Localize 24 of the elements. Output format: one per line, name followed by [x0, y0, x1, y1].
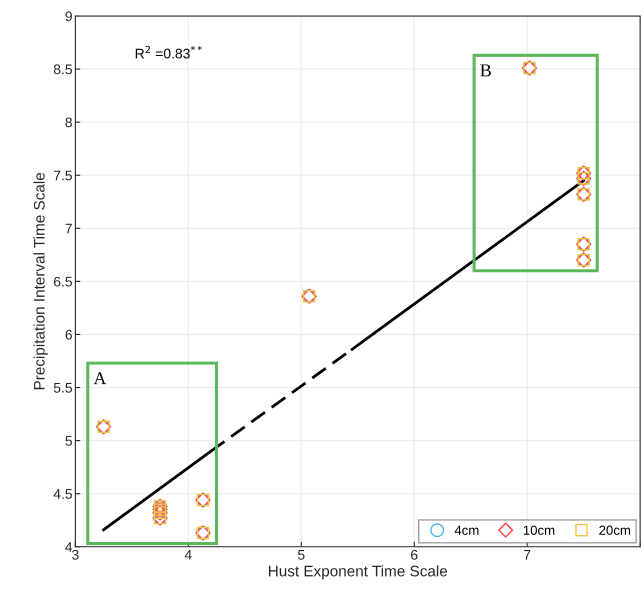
legend-label: 20cm	[599, 526, 630, 535]
y-tick-label: 6	[66, 330, 72, 340]
y-axis-title: Precipitation Interval Time Scale	[33, 172, 48, 390]
y-tick-label: 5.5	[54, 383, 72, 393]
y-tick-label: 4.5	[54, 489, 72, 499]
y-tick-label: 4	[65, 542, 72, 552]
x-tick-label: 6	[411, 550, 418, 560]
x-tick-label: 4	[184, 550, 192, 560]
y-tick-label: 6.5	[54, 276, 72, 287]
y-tick-label: 8.5	[54, 64, 72, 74]
annotation: B	[480, 64, 491, 76]
x-tick-label: 5	[298, 550, 305, 560]
y-tick-label: 7	[66, 224, 72, 234]
y-tick-label: 7.5	[54, 170, 72, 180]
annotation: R$^{2}$ =0.83$^{**}$	[136, 46, 202, 58]
x-axis-title: Hust Exponent Time Scale	[268, 565, 448, 580]
x-tick-label: 3	[72, 550, 79, 560]
annotation: A	[94, 372, 106, 384]
legend-label: 10cm	[524, 526, 554, 535]
y-tick-label: 8	[65, 117, 72, 128]
x-tick-label: 7	[524, 550, 530, 560]
y-tick-label: 9	[66, 11, 72, 22]
legend-label: 4cm	[454, 526, 478, 535]
y-tick-label: 5	[65, 436, 72, 446]
